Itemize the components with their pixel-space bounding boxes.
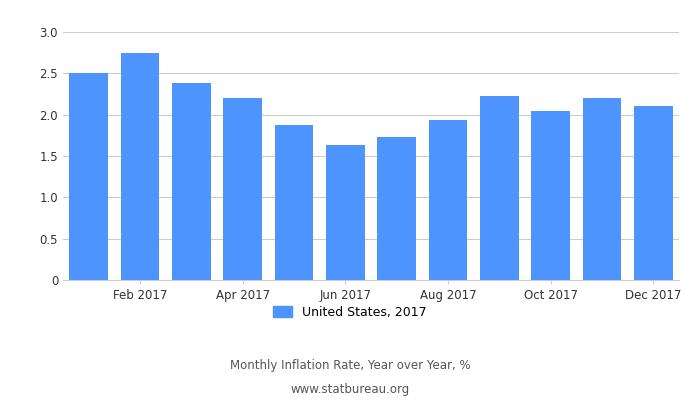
Bar <box>120 54 160 280</box>
Bar <box>274 126 314 280</box>
Bar <box>582 98 622 280</box>
Bar <box>69 73 108 280</box>
Bar <box>634 106 673 280</box>
Bar <box>377 137 416 280</box>
Bar <box>326 145 365 280</box>
Bar <box>172 83 211 280</box>
Legend: United States, 2017: United States, 2017 <box>268 301 432 324</box>
Bar <box>223 98 262 280</box>
Bar <box>480 96 519 280</box>
Text: Monthly Inflation Rate, Year over Year, %: Monthly Inflation Rate, Year over Year, … <box>230 360 470 372</box>
Text: www.statbureau.org: www.statbureau.org <box>290 384 410 396</box>
Bar <box>428 120 468 280</box>
Bar <box>531 111 570 280</box>
